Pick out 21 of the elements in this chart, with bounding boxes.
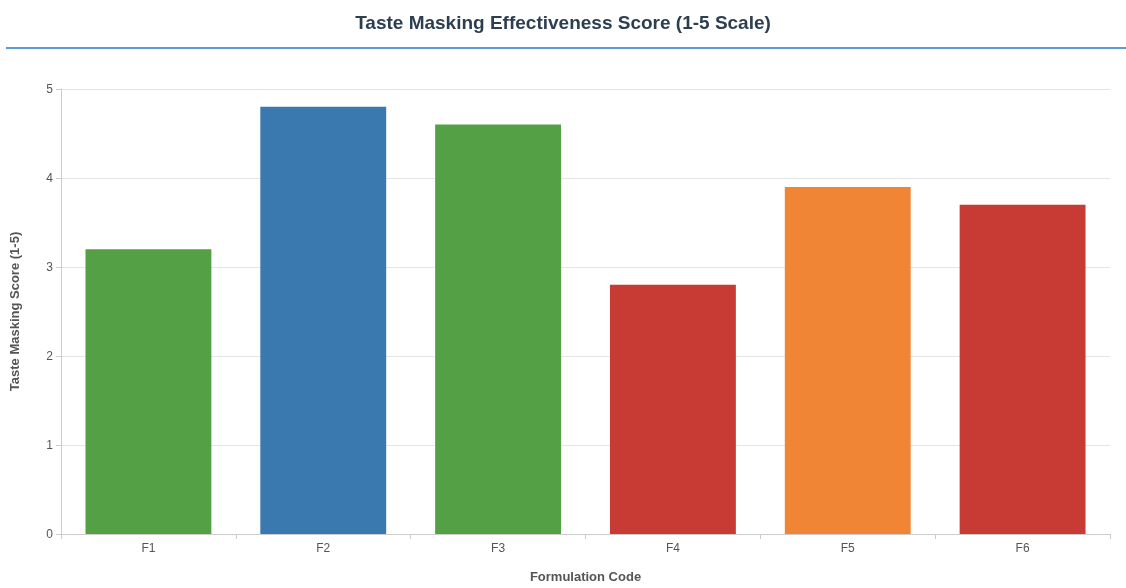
y-axis-title: Taste Masking Score (1-5): [7, 231, 22, 392]
x-tick-label: F2: [316, 541, 331, 555]
x-axis-title: Formulation Code: [529, 569, 642, 584]
x-tick-label: F6: [1015, 541, 1030, 555]
bar: [260, 106, 387, 534]
y-tick-label: 5: [46, 82, 54, 96]
y-tick-label: 3: [46, 260, 54, 274]
bar: [609, 284, 736, 534]
y-tick-label: 4: [46, 171, 54, 185]
bar: [85, 249, 212, 534]
bar: [435, 124, 562, 534]
bar: [784, 186, 911, 534]
y-tick-label: 1: [46, 438, 54, 452]
y-tick-label: 0: [46, 527, 54, 541]
x-tick-label: F4: [665, 541, 681, 555]
x-tick-label: F5: [840, 541, 856, 555]
x-tick-label: F3: [491, 541, 506, 555]
bar: [959, 204, 1086, 534]
chart-title: Taste Masking Effectiveness Score (1-5 Scale): [354, 12, 772, 34]
x-tick-label: F1: [141, 541, 156, 555]
y-tick-label: 2: [46, 349, 54, 363]
